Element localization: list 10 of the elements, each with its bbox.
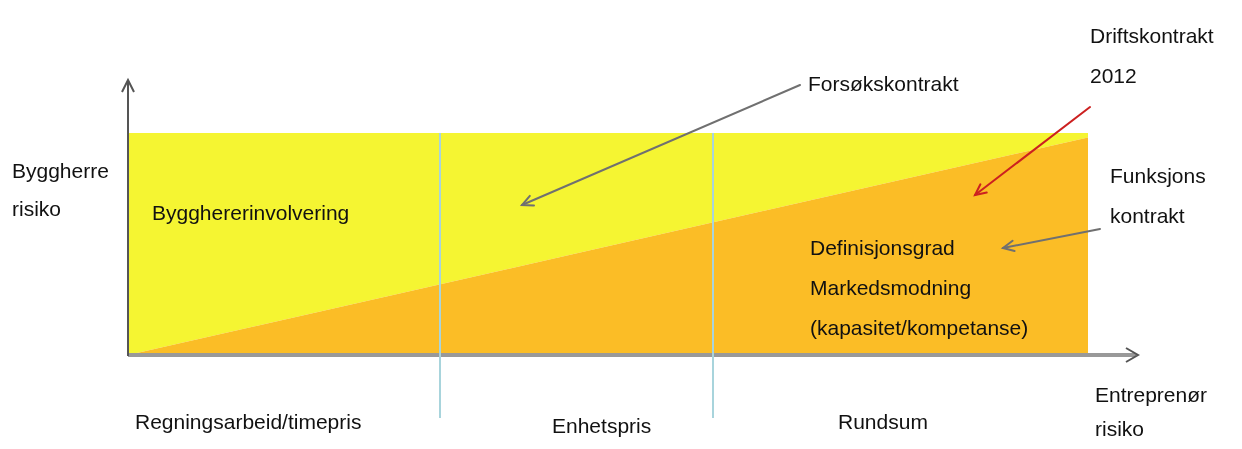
text: Forsøkskontrakt xyxy=(808,71,960,97)
text: Rundsum xyxy=(838,409,929,435)
text: Enhetspris xyxy=(552,413,653,439)
text: Regningsarbeid/timepris xyxy=(135,409,363,435)
y-axis-title: Byggherre risiko xyxy=(12,158,110,222)
series-label: Definisjonsgrad Markedsmodning (kapasitet/kompetanse) xyxy=(810,235,1030,341)
text: Driftskontrakt 2012 xyxy=(1090,23,1215,89)
annotation: Funksjons kontrakt xyxy=(1110,163,1207,229)
x-axis-title: Entreprenør risiko xyxy=(1095,382,1209,442)
series-label: Bygghererinvolvering xyxy=(152,200,351,226)
